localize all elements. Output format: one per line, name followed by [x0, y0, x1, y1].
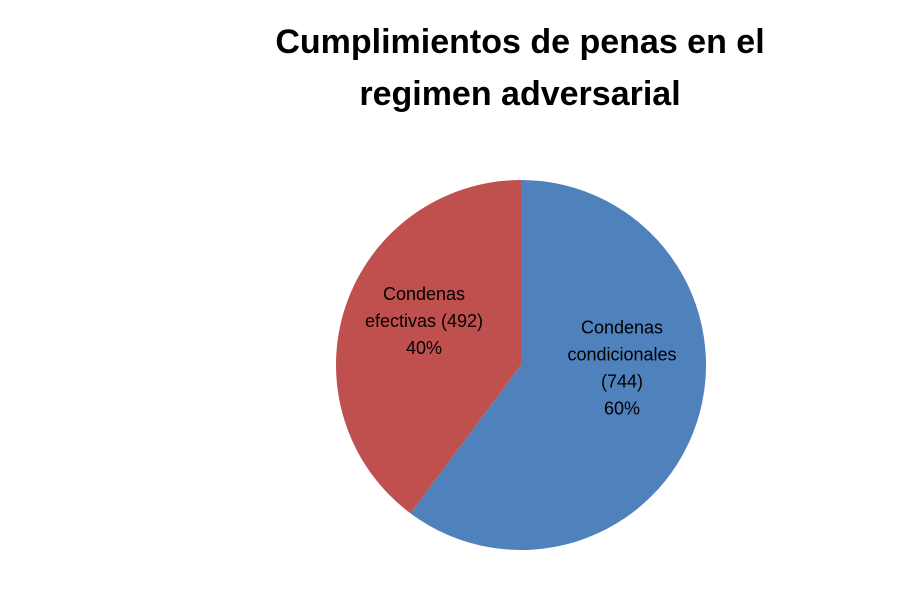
slice-label-1: Condenas condicionales (744) 60%	[567, 318, 676, 419]
slice-label-2-line: efectivas (492)	[365, 311, 483, 331]
slice-label-2-line: 40%	[406, 338, 442, 358]
slice-label-1-line: Condenas	[581, 318, 663, 338]
slice-label-2-line: Condenas	[383, 284, 465, 304]
chart-title-line-2: regimen adversarial	[359, 75, 681, 113]
slice-label-1-line: condicionales	[567, 345, 676, 365]
pie-slice-2	[336, 180, 521, 514]
slice-label-1-line: (744)	[601, 372, 643, 392]
slice-label-1-line: 60%	[604, 399, 640, 419]
pie-slice-1	[410, 180, 707, 550]
chart-title-line-1: Cumplimientos de penas en el	[275, 23, 765, 61]
slice-label-2: Condenas efectivas (492) 40%	[365, 284, 483, 358]
chart-title: Cumplimientos de penas en el regimen adv…	[170, 16, 870, 120]
